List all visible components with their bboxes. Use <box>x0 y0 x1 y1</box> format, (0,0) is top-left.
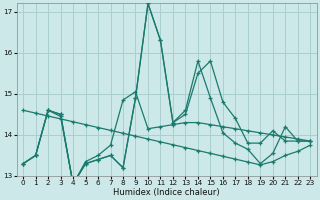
X-axis label: Humidex (Indice chaleur): Humidex (Indice chaleur) <box>113 188 220 197</box>
